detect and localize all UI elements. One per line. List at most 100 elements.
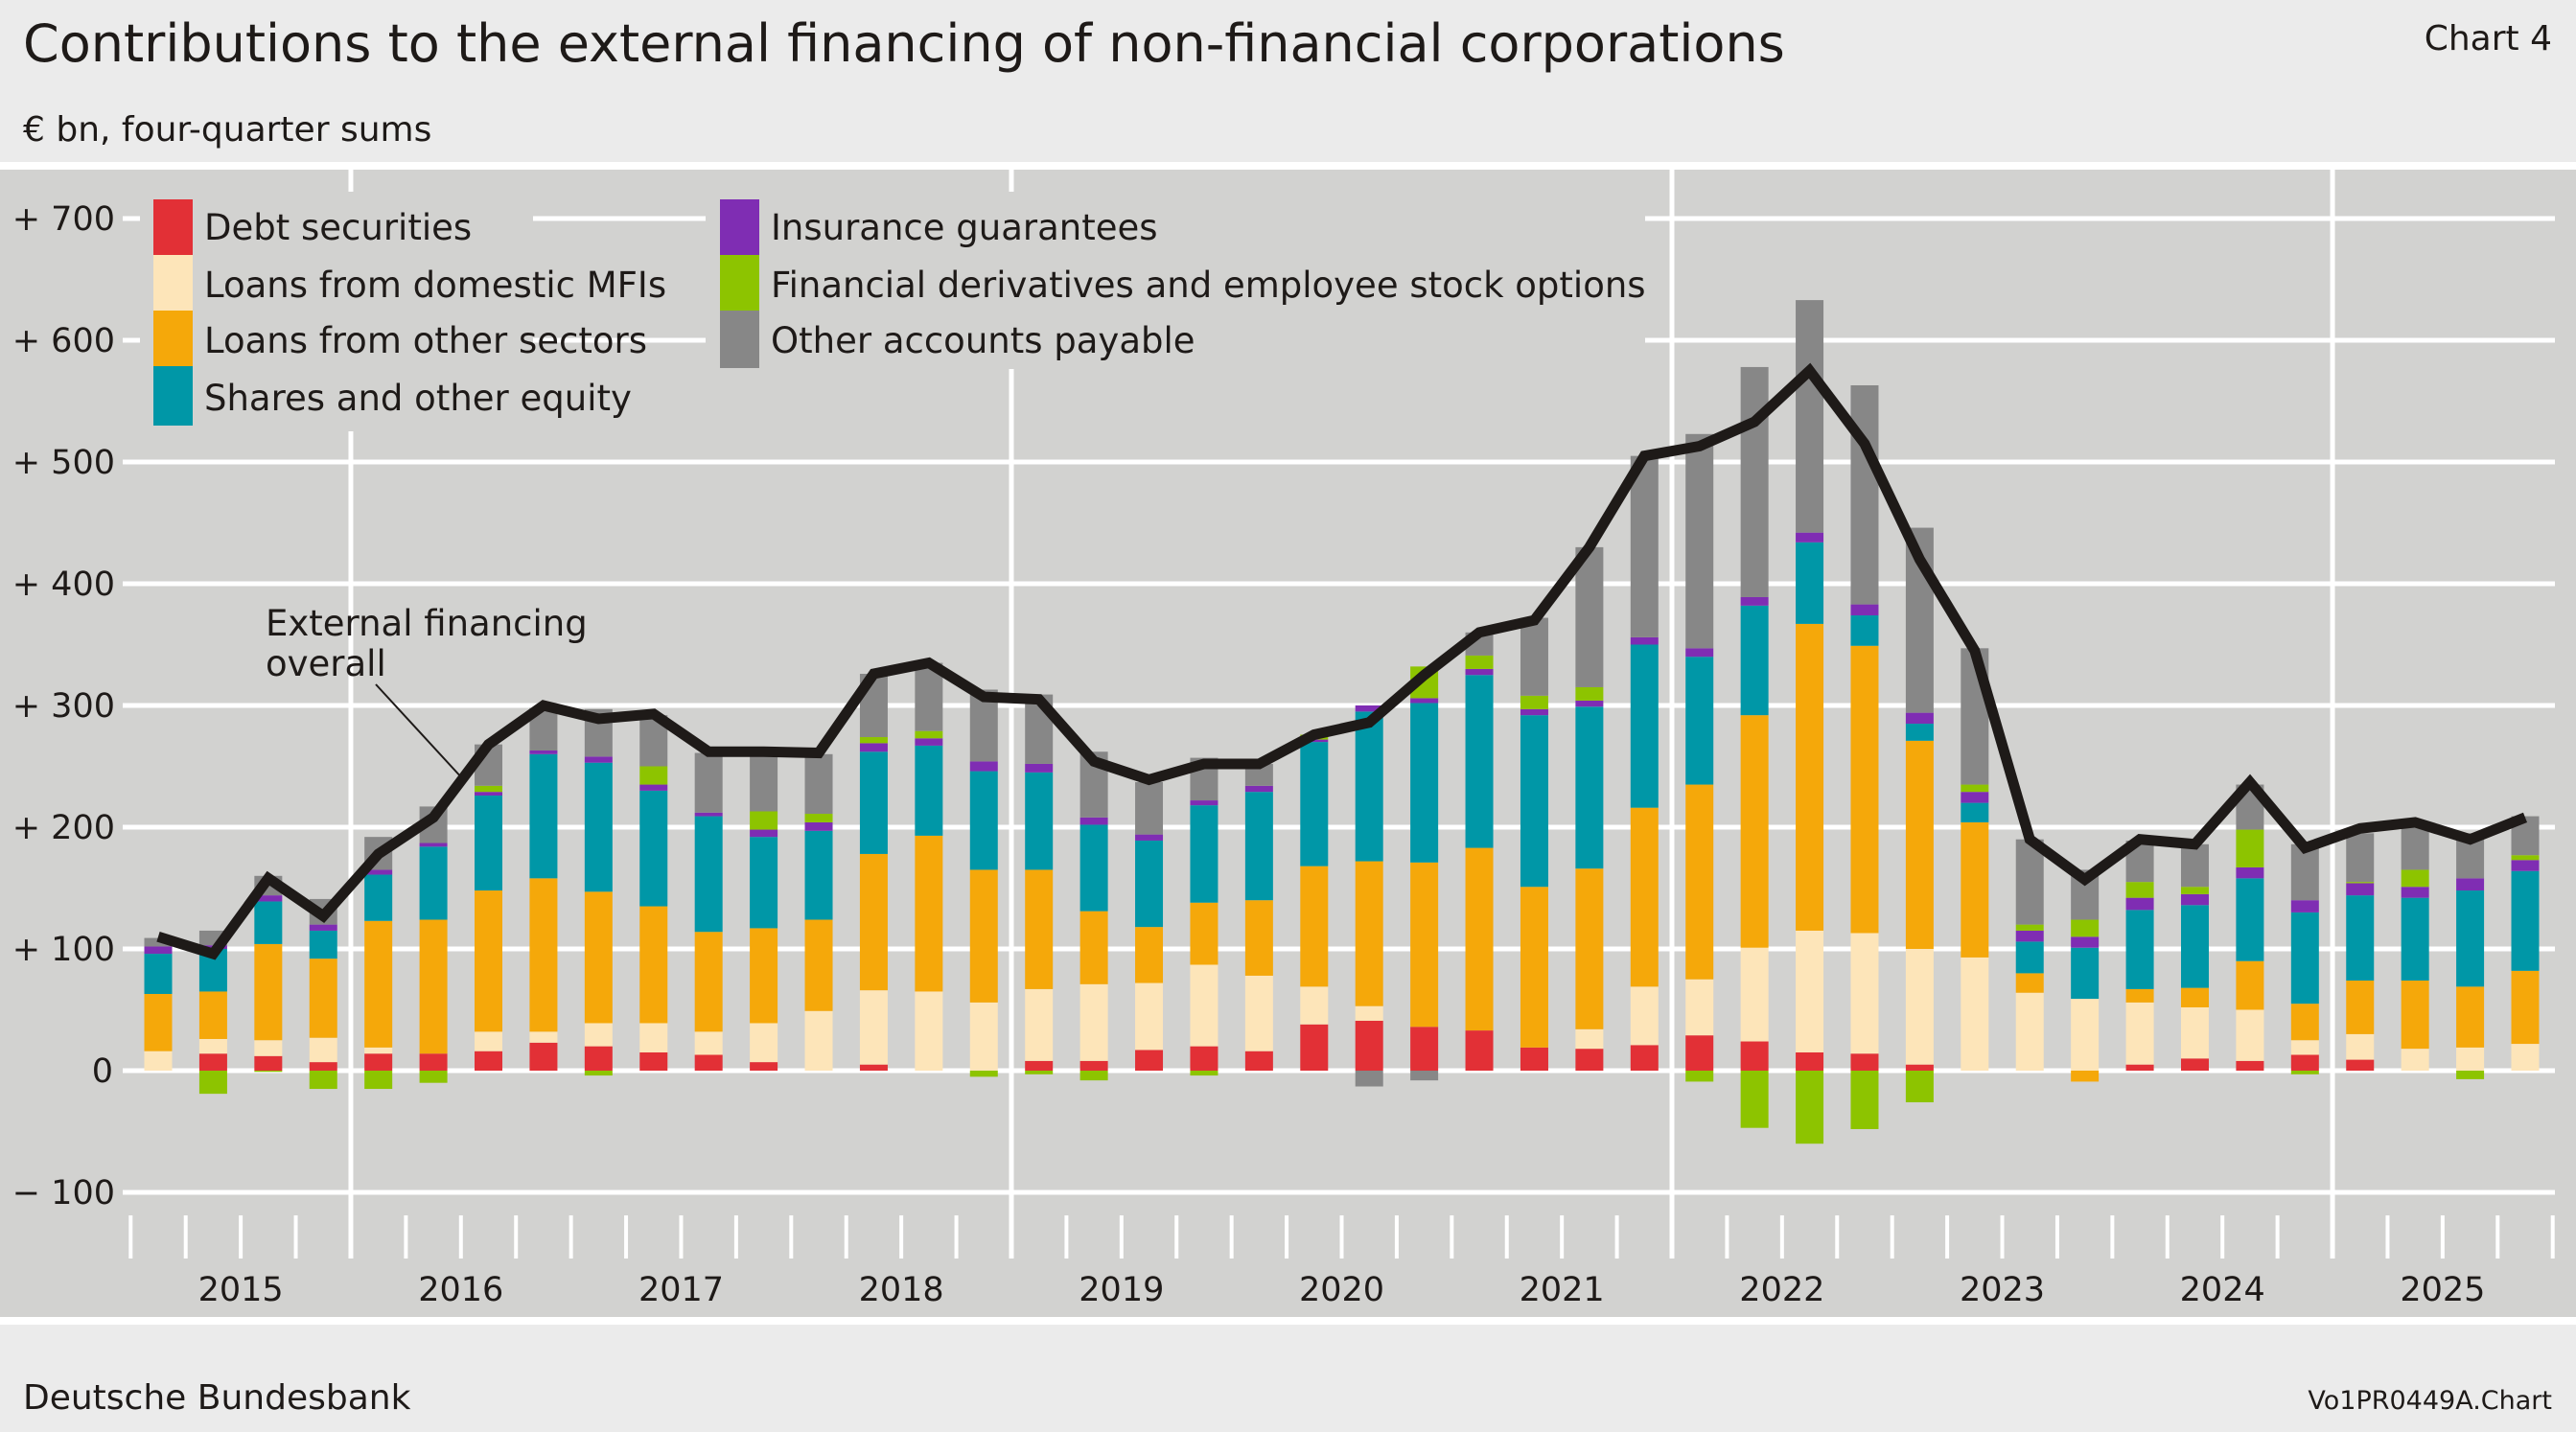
bar-segment-financial-derivatives-and-employee-stock-options-2024-Q2: [2180, 887, 2209, 894]
bar-segment-financial-derivatives-and-employee-stock-options-2024-Q1: [2125, 882, 2154, 898]
legend-swatch-debt-securities: [153, 199, 193, 255]
bar-segment-insurance-guarantees-2020-Q4: [1410, 698, 1439, 704]
bar-segment-loans-from-domestic-mfis-2019-Q1: [1025, 988, 1054, 1061]
bar-segment-loans-from-other-sectors-2024-Q1: [2125, 988, 2154, 1003]
bar-segment-shares-and-other-equity-2020-Q4: [1410, 703, 1439, 863]
bar-segment-financial-derivatives-and-employee-stock-options-2025-Q4: [2511, 855, 2540, 861]
bar-segment-debt-securities-2017-Q4: [750, 1062, 778, 1071]
bar-segment-shares-and-other-equity-2016-Q2: [419, 846, 448, 920]
bar-segment-loans-from-domestic-mfis-2016-Q1: [364, 1047, 393, 1054]
bar-segment-debt-securities-2024-Q4: [2290, 1054, 2319, 1071]
bar-segment-debt-securities-2021-Q2: [1520, 1047, 1548, 1071]
total-line: [156, 362, 2528, 960]
bottom-divider: [0, 1317, 2576, 1325]
bar-segment-financial-derivatives-and-employee-stock-options-2016-Q1: [364, 1071, 393, 1090]
bar-segment-financial-derivatives-and-employee-stock-options-2024-Q3: [2236, 829, 2264, 867]
bar-segment-debt-securities-2017-Q3: [694, 1054, 723, 1071]
bar-segment-shares-and-other-equity-2020-Q3: [1355, 711, 1383, 862]
bar-segment-loans-from-domestic-mfis-2020-Q2: [1300, 986, 1329, 1025]
bar-segment-loans-from-other-sectors-2025-Q2: [2401, 981, 2429, 1050]
bar-segment-shares-and-other-equity-2023-Q1: [1905, 724, 1934, 741]
legend: Debt securities Loans from domestic MFIs…: [140, 192, 1646, 431]
bar-segment-financial-derivatives-and-employee-stock-options-2022-Q2: [1740, 1071, 1769, 1128]
bar-segment-financial-derivatives-and-employee-stock-options-2022-Q3: [1796, 1071, 1824, 1144]
bar-segment-other-accounts-payable-2019-Q3: [1135, 782, 1164, 835]
bar-segment-insurance-guarantees-2020-Q3: [1355, 705, 1383, 712]
bar-segment-insurance-guarantees-2022-Q2: [1740, 596, 1769, 606]
bar-segment-loans-from-other-sectors-2016-Q4: [529, 878, 558, 1032]
bar-segment-insurance-guarantees-2022-Q1: [1685, 648, 1714, 658]
bar-segment-insurance-guarantees-2020-Q2: [1300, 739, 1329, 743]
bar-segment-loans-from-domestic-mfis-2025-Q2: [2401, 1049, 2429, 1071]
bar-segment-insurance-guarantees-2025-Q4: [2511, 860, 2540, 871]
bar-segment-insurance-guarantees-2025-Q3: [2456, 878, 2485, 891]
bar-segment-insurance-guarantees-2017-Q1: [584, 756, 613, 763]
bar-segment-other-accounts-payable-2024-Q4: [2290, 843, 2319, 901]
bar-segment-insurance-guarantees-2021-Q1: [1465, 668, 1494, 676]
bar-segment-other-accounts-payable-2025-Q2: [2401, 823, 2429, 870]
bar-segment-shares-and-other-equity-2016-Q1: [364, 874, 393, 921]
bar-segment-insurance-guarantees-2022-Q3: [1796, 532, 1824, 543]
bar-segment-shares-and-other-equity-2024-Q2: [2180, 905, 2209, 988]
bar-segment-loans-from-other-sectors-2018-Q4: [969, 869, 998, 1003]
bar-segment-shares-and-other-equity-2025-Q2: [2401, 897, 2429, 982]
bar-segment-shares-and-other-equity-2025-Q4: [2511, 870, 2540, 971]
bar-segment-other-accounts-payable-2022-Q3: [1796, 300, 1824, 533]
bar-segment-loans-from-other-sectors-2025-Q4: [2511, 970, 2540, 1045]
bar-segment-loans-from-other-sectors-2020-Q4: [1410, 862, 1439, 1028]
bar-segment-loans-from-domestic-mfis-2022-Q1: [1685, 979, 1714, 1036]
bar-segment-loans-from-other-sectors-2025-Q1: [2346, 981, 2375, 1034]
legend-background-right: [706, 192, 1645, 369]
bar-segment-loans-from-other-sectors-2021-Q2: [1520, 887, 1548, 1048]
bar-segment-loans-from-domestic-mfis-2022-Q3: [1796, 930, 1824, 1052]
bar-segment-other-accounts-payable-2024-Q2: [2180, 843, 2209, 888]
x-tick-label: 2015: [198, 1271, 284, 1309]
bar-segment-loans-from-other-sectors-2017-Q1: [584, 891, 613, 1024]
annotation: External financing overall: [266, 603, 588, 781]
x-tick-label: 2025: [2400, 1271, 2485, 1309]
top-divider: [0, 162, 2576, 170]
legend-label-insurance: Insurance guarantees: [771, 207, 1158, 248]
bar-segment-shares-and-other-equity-2019-Q4: [1190, 805, 1218, 903]
y-tick-label: + 600: [12, 322, 115, 360]
bar-segment-debt-securities-2019-Q3: [1135, 1050, 1164, 1071]
bar-segment-loans-from-domestic-mfis-2017-Q2: [639, 1023, 668, 1052]
bar-segment-loans-from-other-sectors-2015-Q2: [198, 991, 227, 1039]
bar-segment-insurance-guarantees-2018-Q2: [859, 743, 888, 752]
bar-segment-loans-from-domestic-mfis-2023-Q4: [2071, 999, 2100, 1071]
bar-segment-loans-from-other-sectors-2018-Q3: [915, 835, 943, 992]
bar-segment-loans-from-domestic-mfis-2015-Q1: [144, 1051, 173, 1071]
bar-segment-debt-securities-2016-Q2: [419, 1053, 448, 1071]
bar-segment-debt-securities-2024-Q3: [2236, 1060, 2264, 1071]
bar-segment-other-accounts-payable-2022-Q4: [1850, 384, 1879, 605]
bar-segment-shares-and-other-equity-2015-Q1: [144, 954, 173, 994]
bar-segment-loans-from-domestic-mfis-2021-Q4: [1630, 986, 1659, 1046]
bar-segment-loans-from-other-sectors-2021-Q4: [1630, 807, 1659, 987]
bar-segment-insurance-guarantees-2025-Q2: [2401, 887, 2429, 898]
bar-segment-shares-and-other-equity-2024-Q4: [2290, 912, 2319, 1005]
bar-segment-loans-from-domestic-mfis-2025-Q3: [2456, 1047, 2485, 1071]
x-axis: 2015 2016 2017 2018 2019 2020 2021 2022 2023 2024…: [128, 1215, 2555, 1309]
bar-segment-loans-from-other-sectors-2019-Q2: [1079, 911, 1108, 984]
x-tick-label: 2017: [638, 1271, 724, 1309]
bar-segment-insurance-guarantees-2024-Q4: [2290, 900, 2319, 912]
bar-segment-shares-and-other-equity-2025-Q3: [2456, 890, 2485, 987]
bar-segment-shares-and-other-equity-2025-Q1: [2346, 895, 2375, 982]
bar-segment-other-accounts-payable-2025-Q1: [2346, 833, 2375, 883]
x-tick-label: 2018: [859, 1271, 944, 1309]
bar-segment-financial-derivatives-and-employee-stock-options-2025-Q3: [2456, 1071, 2485, 1079]
chart-code: Vo1PR0449A.Chart: [2308, 1386, 2552, 1416]
bar-segment-shares-and-other-equity-2019-Q2: [1079, 824, 1108, 912]
bar-segment-shares-and-other-equity-2023-Q3: [2015, 941, 2044, 974]
bar-segment-loans-from-other-sectors-2020-Q1: [1244, 900, 1273, 976]
bar-segment-insurance-guarantees-2018-Q3: [915, 738, 943, 746]
bar-segment-shares-and-other-equity-2022-Q1: [1685, 657, 1714, 785]
bar-segment-loans-from-other-sectors-2022-Q4: [1850, 645, 1879, 934]
bar-segment-other-accounts-payable-2018-Q1: [804, 753, 833, 815]
bar-segment-loans-from-other-sectors-2022-Q3: [1796, 623, 1824, 931]
annotation-leader: [375, 683, 465, 781]
bar-segment-loans-from-domestic-mfis-2024-Q3: [2236, 1009, 2264, 1061]
bar-segment-debt-securities-2016-Q1: [364, 1053, 393, 1071]
source-label: Deutsche Bundesbank: [23, 1378, 411, 1418]
bar-segment-shares-and-other-equity-2017-Q3: [694, 816, 723, 933]
